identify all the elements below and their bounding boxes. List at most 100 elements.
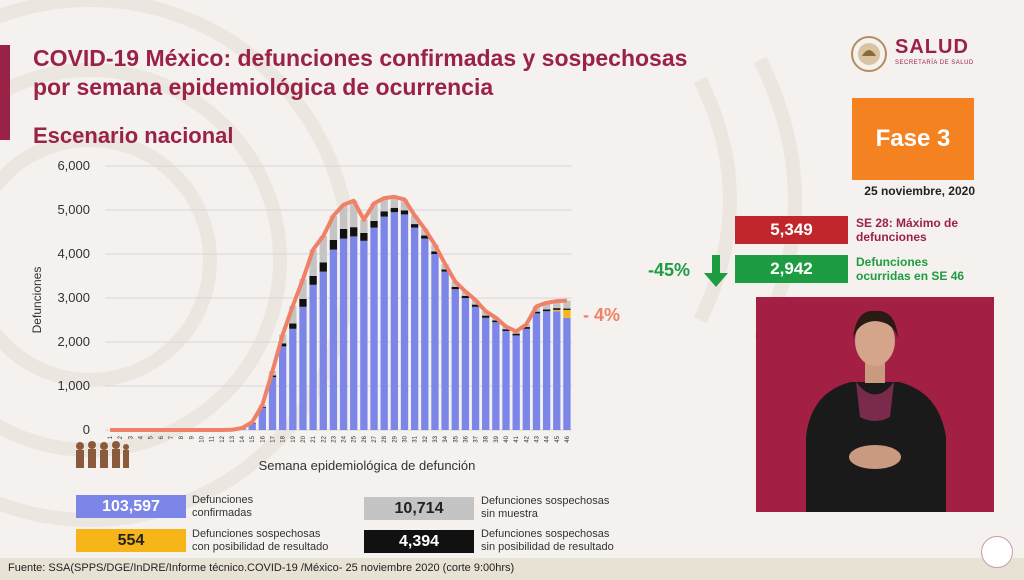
bar-segment (329, 249, 338, 430)
bar-segment (492, 322, 500, 430)
bar-segment (360, 240, 368, 430)
bar-segment (279, 343, 287, 347)
x-axis-ticks: 1 2 3 4 5 6 7 8 9 10 11 12 13 14 15 16 17 18 19 20 21 22 23 24 2… (108, 435, 571, 442)
x-tick-label: 10 (199, 435, 205, 442)
bar-segment (461, 295, 470, 298)
bar-segment (563, 308, 571, 310)
legend-possible-label-line-2: con posibilidad de resultado (192, 541, 329, 553)
x-tick-label: 32 (423, 435, 429, 442)
max-deaths-label-line-2: defunciones (856, 230, 927, 244)
bar-segment (512, 335, 520, 430)
bar-segment (299, 298, 307, 307)
x-tick-label: 42 (524, 435, 530, 442)
bar-segment (289, 328, 297, 430)
bar-segment (542, 302, 551, 310)
sign-language-interpreter-video (756, 297, 994, 512)
x-tick-label: 39 (494, 435, 500, 442)
y-tick-label: 6,000 (57, 158, 90, 173)
legend-nosample-label-line-1: Defunciones sospechosas (481, 495, 610, 507)
bar-segment (279, 346, 287, 430)
bar-segment (410, 224, 419, 228)
bar-segment (471, 306, 480, 430)
se46-deaths-value: 2,942 (735, 255, 848, 283)
interpreter-figure (806, 310, 946, 512)
title-line-2: por semana epidemiológica de ocurrencia (33, 74, 494, 100)
x-tick-label: 40 (504, 435, 510, 442)
bar-segment (350, 227, 358, 237)
bar-segment (309, 276, 317, 285)
bar-segment (370, 203, 378, 221)
bar-segment (268, 377, 277, 430)
legend-possible-label-line-1: Defunciones sospechosas (192, 528, 321, 540)
title-line-1: COVID-19 México: defunciones confirmadas… (33, 45, 688, 71)
bar-segment (400, 210, 409, 215)
bar-segment (309, 284, 317, 430)
x-tick-label: 43 (534, 435, 540, 442)
x-tick-label: 34 (443, 435, 449, 442)
bar-segment (390, 212, 398, 430)
x-tick-label: 13 (230, 435, 236, 442)
x-tick-label: 36 (463, 435, 469, 442)
bar-segment (431, 254, 439, 430)
bar-segment (522, 327, 530, 329)
bar-segment (461, 298, 470, 430)
bar-segment (350, 200, 358, 228)
bar-segment (380, 211, 388, 217)
people-illustration-icon (76, 441, 129, 468)
page-title: COVID-19 México: defunciones confirmadas… (33, 44, 793, 102)
bar-segment (289, 305, 297, 324)
x-tick-label: 2 (118, 435, 124, 439)
x-tick-label: 20 (301, 435, 307, 442)
x-tick-label: 4 (139, 435, 145, 439)
x-tick-label: 26 (362, 435, 368, 442)
footer-bar: Fuente: SSA(SPPS/DGE/InDRE/Informe técni… (0, 558, 1024, 580)
bar-segment (553, 311, 561, 430)
legend-noresult-label-line-2: sin posibilidad de resultado (481, 541, 614, 553)
bar-segment (319, 271, 327, 430)
bar-segment (299, 279, 307, 299)
bar-segment (492, 320, 500, 323)
bar-segment (400, 199, 409, 211)
bar-segment (248, 423, 256, 430)
phase-badge: Fase 3 (852, 98, 974, 180)
x-tick-label: 37 (474, 435, 480, 442)
bar-segment (309, 249, 317, 276)
x-tick-label: 30 (402, 435, 408, 442)
x-tick-label: 21 (311, 435, 317, 442)
bar-segment (370, 227, 378, 430)
x-tick-label: 18 (281, 435, 287, 442)
x-tick-label: 1 (108, 435, 114, 439)
x-tick-label: 31 (413, 435, 419, 442)
bar-segment (471, 304, 480, 307)
bar-segment (502, 331, 510, 430)
se46-deaths-label-line-2: ocurridas en SE 46 (856, 269, 965, 283)
y-tick-label: 0 (83, 422, 90, 437)
bar-segment (553, 308, 561, 310)
bar-segment (421, 235, 429, 239)
bar-segment (532, 313, 541, 430)
x-tick-label: 14 (240, 435, 246, 442)
bar-segment (522, 328, 530, 430)
x-tick-label: 11 (210, 435, 216, 442)
x-tick-label: 22 (321, 435, 327, 442)
bar-segment (502, 329, 510, 331)
salud-logo: SALUD SECRETARÍA DE SALUD (850, 34, 990, 76)
bar-segment (360, 232, 368, 241)
y-tick-label: 4,000 (57, 246, 90, 261)
bar-segment (482, 317, 490, 430)
legend-nosample-label-line-2: sin muestra (481, 508, 538, 520)
bar-segment (258, 408, 267, 430)
legend-noresult-label: Defunciones sospechosas sin posibilidad … (481, 528, 614, 554)
x-tick-label: 5 (149, 435, 155, 439)
total-deaths-line (110, 194, 567, 432)
x-tick-label: 27 (372, 435, 378, 442)
legend-nosample-label: Defunciones sospechosas sin muestra (481, 495, 609, 521)
x-tick-label: 6 (159, 435, 165, 439)
bar-segment (410, 227, 419, 430)
max-deaths-value: 5,349 (735, 216, 848, 244)
bar-segment (329, 215, 338, 240)
logo-subtext: SECRETARÍA DE SALUD (895, 60, 974, 66)
page-subtitle: Escenario nacional (33, 123, 234, 148)
change-percent: -45% (648, 260, 691, 280)
